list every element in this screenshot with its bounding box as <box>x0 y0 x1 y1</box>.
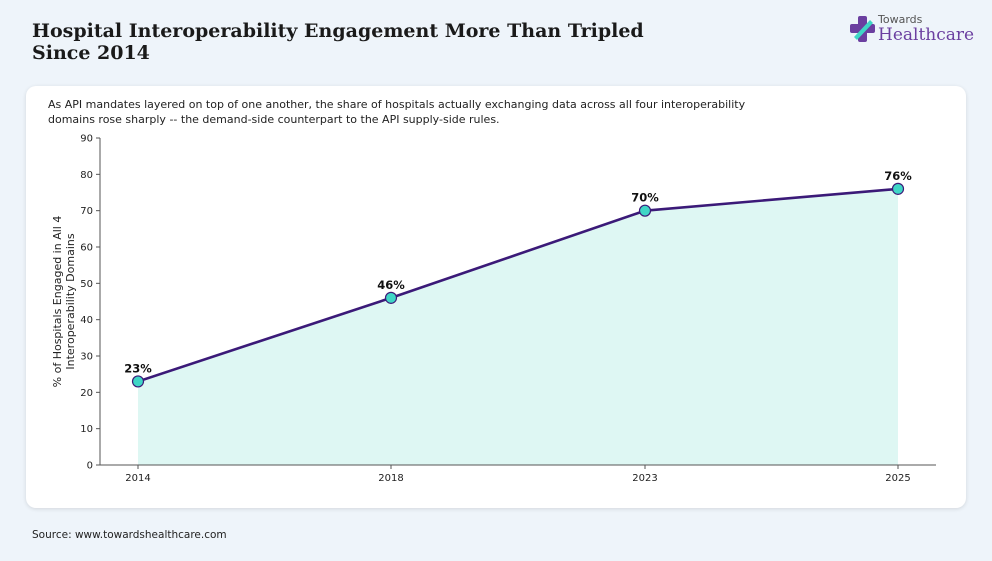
data-label-2025: 76% <box>884 169 912 183</box>
x-tick-label: 2025 <box>885 473 910 484</box>
x-tick-label: 2018 <box>378 473 403 484</box>
y-tick-label: 50 <box>80 279 93 290</box>
brand-logo: Towards Healthcare <box>850 13 974 49</box>
y-tick-label: 60 <box>80 243 93 254</box>
y-tick-label: 40 <box>80 315 93 326</box>
source-note: Source: www.towardshealthcare.com <box>32 529 227 541</box>
line-chart: 0 10 20 30 40 50 60 70 80 90 2014 2018 2023 2025 % of … <box>51 134 936 484</box>
x-tick-label: 2014 <box>125 473 150 484</box>
y-tick-label: 30 <box>80 352 93 363</box>
y-axis-label: % of Hospitals Engaged in All 4Interoper… <box>51 216 77 388</box>
chart-subtitle: As API mandates layered on top of one an… <box>48 98 746 126</box>
data-label-2023: 70% <box>631 191 659 205</box>
data-label-2018: 46% <box>377 278 405 292</box>
y-tick-label: 20 <box>80 388 93 399</box>
data-label-2014: 23% <box>124 361 152 375</box>
y-tick-label: 10 <box>80 424 93 435</box>
y-tick-label: 0 <box>87 461 93 472</box>
chart-card: As API mandates layered on top of one an… <box>26 86 966 508</box>
y-tick-label: 90 <box>80 134 93 145</box>
data-point-2014 <box>131 375 145 388</box>
logo-text-healthcare: Healthcare <box>878 25 975 45</box>
series-line <box>137 187 899 383</box>
y-tick-label: 80 <box>80 170 93 181</box>
medical-cross-icon <box>850 16 875 42</box>
y-tick-label: 70 <box>80 206 93 217</box>
page-title: Hospital Interoperability Engagement Mor… <box>32 20 644 64</box>
data-point-2023 <box>638 204 652 217</box>
data-point-2018 <box>384 291 398 304</box>
data-point-2025 <box>891 182 905 195</box>
area-fill <box>138 188 898 465</box>
x-tick-label: 2023 <box>632 473 657 484</box>
logo-text-towards: Towards <box>878 13 923 26</box>
